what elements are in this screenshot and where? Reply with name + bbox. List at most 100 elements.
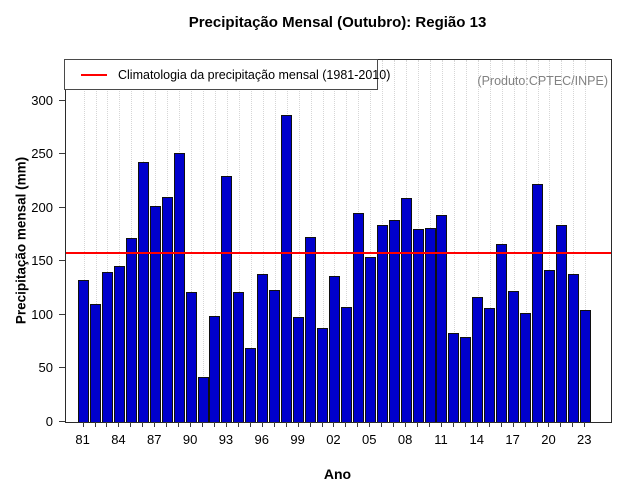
- bar-year-95: [245, 348, 257, 422]
- bar-year-87: [149, 206, 161, 422]
- x-tick-99: [297, 422, 299, 427]
- bar-year-82: [90, 304, 102, 422]
- x-tick-label-17: 17: [505, 432, 520, 447]
- x-tick-81: [82, 422, 84, 427]
- bar-year-10: [424, 228, 436, 422]
- y-tick-100: [59, 313, 65, 315]
- x-tick-92: [213, 422, 215, 427]
- bar-year-97: [269, 290, 281, 422]
- bar-year-17: [508, 291, 520, 422]
- x-tick-87: [154, 422, 156, 427]
- gridline-year-22: [573, 60, 575, 422]
- bar-year-99: [293, 317, 305, 422]
- y-tick-250: [59, 153, 65, 155]
- gridline-year-92: [214, 60, 216, 422]
- gridline-year-97: [274, 60, 276, 422]
- bar-year-09: [412, 229, 424, 422]
- y-tick-label-150: 150: [31, 253, 53, 269]
- x-tick-85: [130, 422, 132, 427]
- x-tick-95: [249, 422, 251, 427]
- x-tick-03: [345, 422, 347, 427]
- x-tick-label-05: 05: [362, 432, 377, 447]
- bar-year-90: [185, 292, 197, 422]
- bar-year-19: [532, 184, 543, 422]
- y-tick-label-50: 50: [38, 360, 53, 376]
- x-tick-86: [142, 422, 144, 427]
- x-tick-05: [369, 422, 371, 427]
- x-tick-04: [357, 422, 359, 427]
- y-tick-150: [59, 260, 65, 262]
- x-tick-label-81: 81: [75, 432, 90, 447]
- gridline-year-20: [549, 60, 551, 422]
- bar-year-05: [364, 257, 376, 422]
- watermark-text: (Produto:CPTEC/INPE): [477, 74, 608, 88]
- legend-box: Climatologia da precipitação mensal (198…: [64, 59, 390, 90]
- x-tick-08: [405, 422, 407, 427]
- bar-year-00: [305, 237, 317, 422]
- x-tick-label-99: 99: [290, 432, 305, 447]
- bar-year-06: [376, 225, 388, 422]
- x-tick-96: [261, 422, 263, 427]
- y-tick-300: [59, 99, 65, 101]
- x-tick-23: [584, 422, 586, 427]
- gridline-year-01: [322, 60, 324, 422]
- gridline-year-14: [477, 60, 479, 422]
- bar-year-96: [257, 274, 269, 422]
- y-tick-200: [59, 206, 65, 208]
- x-tick-label-02: 02: [326, 432, 341, 447]
- bar-year-98: [281, 115, 293, 422]
- bar-year-94: [233, 292, 245, 422]
- y-tick-50: [59, 367, 65, 369]
- y-tick-label-100: 100: [31, 306, 53, 322]
- bar-year-21: [555, 225, 567, 422]
- bar-year-15: [484, 308, 496, 422]
- x-tick-label-87: 87: [147, 432, 162, 447]
- climatology-line-sample: [81, 73, 107, 76]
- bar-year-08: [400, 198, 412, 422]
- bar-year-03: [340, 307, 352, 422]
- bar-year-02: [328, 276, 340, 422]
- x-tick-91: [202, 422, 204, 427]
- bar-year-85: [125, 238, 137, 422]
- bar-year-01: [317, 328, 328, 422]
- x-axis-title: Ano: [323, 466, 352, 482]
- x-tick-21: [560, 422, 562, 427]
- gridline-year-12: [453, 60, 455, 422]
- x-tick-06: [381, 422, 383, 427]
- x-tick-00: [309, 422, 311, 427]
- plot-area: (Produto:CPTEC/INPE) Climatologia da pre…: [64, 59, 612, 423]
- x-tick-label-11: 11: [434, 432, 448, 447]
- bar-year-07: [388, 220, 400, 422]
- x-tick-07: [393, 422, 395, 427]
- y-tick-label-200: 200: [31, 199, 53, 215]
- bar-year-89: [173, 153, 185, 422]
- bar-year-86: [137, 162, 149, 422]
- x-tick-19: [536, 422, 538, 427]
- x-tick-label-14: 14: [469, 432, 485, 447]
- x-tick-label-08: 08: [397, 432, 413, 447]
- bar-year-13: [460, 337, 472, 422]
- bar-year-14: [472, 297, 484, 422]
- x-tick-10: [429, 422, 430, 427]
- x-tick-16: [500, 422, 502, 427]
- y-tick-label-250: 250: [31, 146, 53, 162]
- x-tick-13: [464, 422, 466, 427]
- x-tick-97: [273, 422, 275, 427]
- x-tick-11: [440, 422, 442, 427]
- x-tick-label-84: 84: [111, 432, 126, 447]
- bar-year-83: [101, 272, 113, 422]
- x-tick-09: [417, 422, 419, 427]
- bar-year-04: [352, 213, 364, 422]
- y-tick-label-0: 0: [45, 414, 53, 429]
- gridline-year-17: [513, 60, 515, 422]
- gridline-year-90: [191, 60, 193, 422]
- x-tick-89: [178, 422, 180, 427]
- bar-year-84: [113, 266, 125, 422]
- gridline-year-13: [465, 60, 467, 422]
- bar-year-81: [78, 280, 90, 422]
- bar-year-20: [543, 270, 555, 422]
- bar-year-88: [161, 197, 173, 422]
- x-tick-12: [452, 422, 454, 427]
- bar-year-23: [579, 310, 591, 422]
- bar-year-16: [496, 244, 508, 422]
